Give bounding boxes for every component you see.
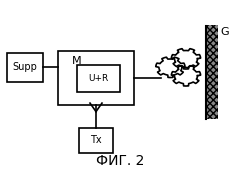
Bar [7,53,43,82]
Bar [58,51,134,105]
Text: Tx: Tx [90,135,102,145]
Text: Supp: Supp [13,62,38,72]
Bar [79,128,113,153]
Text: G: G [221,27,229,37]
Bar [206,26,218,119]
Bar [77,65,120,92]
Text: M: M [72,56,82,66]
Text: ФИГ. 2: ФИГ. 2 [96,154,144,168]
Text: U+R: U+R [88,74,108,83]
